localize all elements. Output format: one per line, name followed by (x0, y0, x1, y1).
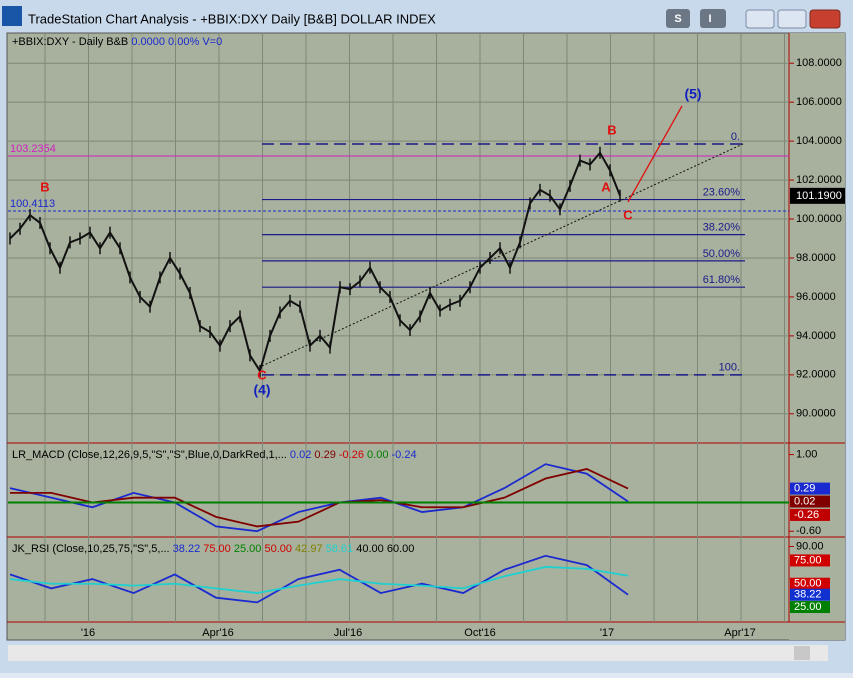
value-box (790, 495, 830, 508)
y-tick-label: 100.0000 (796, 213, 842, 225)
i-button-label: I (708, 13, 711, 25)
wave-label: (5) (684, 86, 701, 102)
fib-label: 0. (731, 131, 740, 143)
chart-area (6, 32, 846, 641)
x-tick-label: Apr'16 (202, 627, 233, 639)
wave-label: (4) (253, 382, 270, 398)
value-box (790, 482, 830, 495)
i-button[interactable] (700, 9, 726, 28)
y-tick-label: 90.00 (796, 540, 824, 552)
header-field: 0.00% (168, 36, 199, 48)
scrollbar[interactable] (8, 645, 828, 661)
value-box (790, 577, 830, 590)
header-field: V=0 (202, 36, 222, 48)
header-field: 42.97 (295, 543, 323, 555)
header-field: 75.00 (203, 543, 231, 555)
wave-label: C (623, 207, 633, 222)
value-box-label: 50.00 (794, 578, 822, 590)
last-price-box (790, 187, 845, 204)
y-tick-label: 1.00 (796, 448, 817, 460)
header-field: 0.02 (290, 449, 311, 461)
minimize-button[interactable] (745, 9, 775, 29)
value-box (790, 508, 830, 521)
panel-header: LR_MACD (Close,12,26,9,5,"S","S",Blue,0,… (12, 449, 417, 461)
rsi-line (9, 554, 629, 604)
header-field: 0.0000 (131, 36, 165, 48)
app-icon (2, 6, 22, 26)
header-field: 25.00 (234, 543, 262, 555)
panel-header: +BBIX:DXY - Daily B&B 0.0000 0.00% V=0 (12, 36, 222, 48)
header-field: 58.61 (326, 543, 354, 555)
value-box-label: -0.26 (794, 509, 819, 521)
x-tick-label: Oct'16 (464, 627, 495, 639)
fib-label: 38.20% (703, 222, 741, 234)
wave-label: C (257, 367, 267, 382)
level-label: 100.4113 (10, 198, 55, 210)
s-button[interactable] (666, 9, 690, 28)
value-box-label: 0.29 (794, 482, 815, 494)
fib-label: 100. (719, 362, 740, 374)
y-tick-label: 104.0000 (796, 135, 842, 147)
fib-label: 61.80% (703, 274, 741, 286)
header-field: 0.00 (367, 449, 388, 461)
last-price-label: 101.1900 (796, 190, 842, 202)
fib-label: 50.00% (703, 248, 741, 260)
value-box-label: 38.22 (794, 589, 822, 601)
value-box-label: 25.00 (794, 601, 822, 613)
s-button-label: S (674, 13, 681, 25)
trend-line (261, 142, 746, 367)
projection-line (627, 105, 683, 203)
x-tick-label: '17 (600, 627, 614, 639)
header-field: 38.22 (173, 543, 201, 555)
average-line (9, 566, 629, 594)
wave-label: B (40, 179, 49, 194)
y-tick-label: 102.0000 (796, 174, 842, 186)
header-field: 0.29 (314, 449, 335, 461)
fib-label: 23.60% (703, 186, 741, 198)
value-box (790, 554, 830, 567)
header-field: JK_RSI (Close,10,25,75,"S",5,... (12, 543, 170, 555)
value-box (790, 601, 830, 614)
y-tick-label: 92.0000 (796, 369, 836, 381)
value-box (790, 588, 830, 601)
y-tick-label: -0.60 (796, 525, 821, 537)
header-field: 60.00 (387, 543, 415, 555)
price-line (9, 151, 621, 374)
value-box-label: 75.00 (794, 554, 822, 566)
wave-label: A (601, 179, 611, 194)
wave-label: B (607, 122, 616, 137)
price-axis (789, 33, 845, 640)
header-field: +BBIX:DXY - Daily B&B (12, 36, 128, 48)
x-tick-label: Jul'16 (334, 627, 362, 639)
value-box-label: 0.02 (794, 495, 815, 507)
header-field: LR_MACD (Close,12,26,9,5,"S","S",Blue,0,… (12, 449, 287, 461)
header-field: -0.26 (339, 449, 364, 461)
y-tick-label: 98.0000 (796, 252, 836, 264)
level-label: 103.2354 (10, 143, 56, 155)
y-tick-label: 94.0000 (796, 330, 836, 342)
x-tick-label: '16 (81, 627, 95, 639)
header-field: 50.00 (264, 543, 292, 555)
panel-header: JK_RSI (Close,10,25,75,"S",5,... 38.22 7… (12, 543, 414, 555)
window-title: TradeStation Chart Analysis - +BBIX:DXY … (28, 11, 436, 26)
header-field: -0.24 (392, 449, 417, 461)
y-tick-label: 106.0000 (796, 96, 842, 108)
header-field: 40.00 (356, 543, 384, 555)
x-tick-label: Apr'17 (724, 627, 755, 639)
signal-line (10, 467, 629, 528)
y-tick-label: 90.0000 (796, 408, 836, 420)
y-tick-label: 96.0000 (796, 291, 836, 303)
restore-button[interactable] (777, 9, 807, 29)
y-tick-label: 108.0000 (796, 57, 842, 69)
close-button[interactable] (809, 9, 841, 29)
scroll-thumb[interactable] (794, 646, 810, 660)
